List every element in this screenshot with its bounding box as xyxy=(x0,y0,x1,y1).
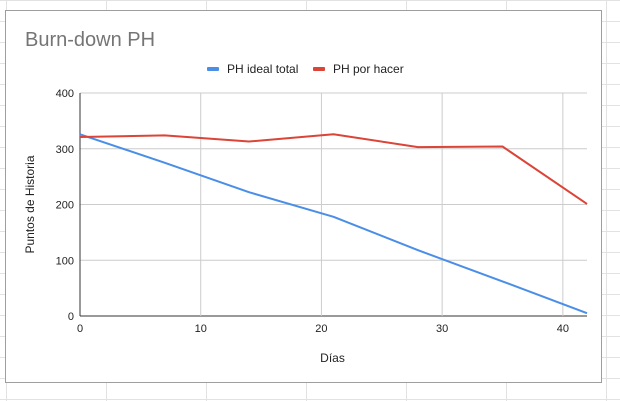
x-tick-label: 10 xyxy=(195,323,207,335)
tick-labels: 0 100 200 300 400 0 10 20 30 40 xyxy=(56,88,569,335)
series-line-2 xyxy=(79,133,588,205)
series-lines xyxy=(79,133,588,315)
y-tick-label: 400 xyxy=(56,88,74,100)
x-axis-title: Días xyxy=(320,351,345,365)
chart-title: Burn-down PH xyxy=(25,29,156,51)
legend: PH ideal total PH por hacer xyxy=(207,62,404,76)
y-tick-label: 0 xyxy=(68,311,74,323)
legend-label: PH por hacer xyxy=(333,62,404,76)
x-tick-label: 0 xyxy=(77,323,83,335)
series-line-1 xyxy=(79,133,588,315)
x-tick-label: 30 xyxy=(436,323,448,335)
y-axis-title: Puntos de Historia xyxy=(23,155,37,253)
y-tick-label: 200 xyxy=(56,200,74,212)
gridlines xyxy=(79,92,587,317)
legend-swatch xyxy=(313,67,325,71)
y-tick-label: 300 xyxy=(56,144,74,156)
y-tick-label: 100 xyxy=(56,255,74,267)
legend-label: PH ideal total xyxy=(227,62,298,76)
x-tick-label: 40 xyxy=(557,323,569,335)
chart-card[interactable]: Burn-down PH xyxy=(5,10,602,383)
x-tick-label: 20 xyxy=(315,323,327,335)
legend-swatch xyxy=(207,67,219,71)
